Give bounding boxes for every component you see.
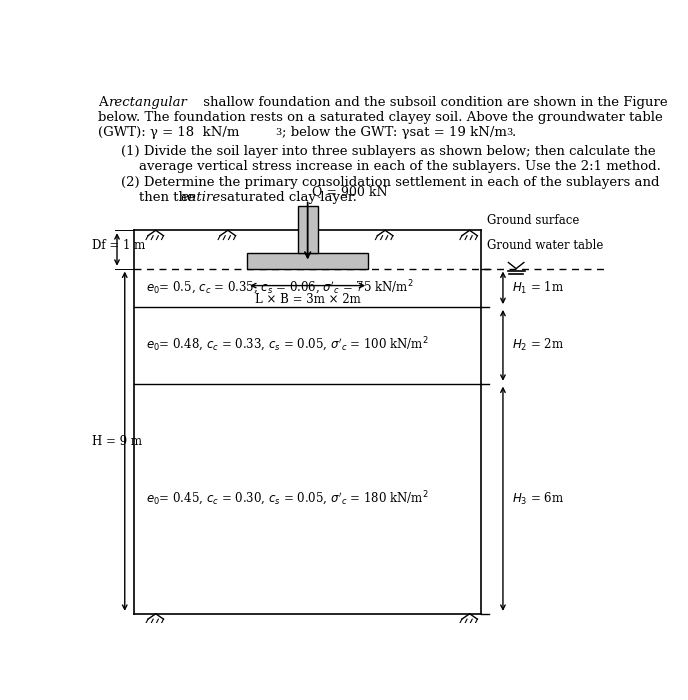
Text: 3: 3	[506, 128, 513, 137]
Text: shallow foundation and the subsoil condition are shown in the Figure: shallow foundation and the subsoil condi…	[199, 96, 668, 108]
Text: Ground water table: Ground water table	[488, 239, 604, 252]
Text: Ground surface: Ground surface	[488, 214, 580, 228]
Text: (2) Determine the primary consolidation settlement in each of the sublayers and: (2) Determine the primary consolidation …	[121, 176, 659, 188]
Text: saturated clay layer.: saturated clay layer.	[216, 191, 357, 204]
Text: $H_1$ = 1m: $H_1$ = 1m	[513, 280, 564, 296]
Text: (1) Divide the soil layer into three sublayers as shown below; then calculate th: (1) Divide the soil layer into three sub…	[121, 145, 656, 158]
Text: $e_0$= 0.45, $c_c$ = 0.30, $c_s$ = 0.05, $\sigma'_c$ = 180 kN/m$^2$: $e_0$= 0.45, $c_c$ = 0.30, $c_s$ = 0.05,…	[146, 490, 428, 507]
Text: $H_2$ = 2m: $H_2$ = 2m	[513, 337, 564, 354]
Text: (GWT): γ = 18  kN/m: (GWT): γ = 18 kN/m	[98, 126, 239, 139]
Text: $H_3$ = 6m: $H_3$ = 6m	[513, 491, 564, 507]
Text: Q = 900 kN: Q = 900 kN	[312, 185, 388, 198]
Text: $e_0$= 0.5, $c_c$ = 0.35, $c_s$ = 0.06, $\sigma'_c$ = 75 kN/m$^2$: $e_0$= 0.5, $c_c$ = 0.35, $c_s$ = 0.06, …	[146, 279, 413, 297]
Text: average vertical stress increase in each of the sublayers. Use the 2:1 method.: average vertical stress increase in each…	[139, 160, 660, 173]
Text: rectangular: rectangular	[108, 96, 186, 108]
Bar	[298, 206, 318, 253]
Text: then the: then the	[139, 191, 199, 204]
Text: $e_0$= 0.48, $c_c$ = 0.33, $c_s$ = 0.05, $\sigma'_c$ = 100 kN/m$^2$: $e_0$= 0.48, $c_c$ = 0.33, $c_s$ = 0.05,…	[146, 336, 428, 354]
Text: below. The foundation rests on a saturated clayey soil. Above the groundwater ta: below. The foundation rests on a saturat…	[98, 111, 663, 124]
Text: .: .	[511, 126, 516, 139]
Text: ; below the GWT: γsat = 19 kN/m: ; below the GWT: γsat = 19 kN/m	[282, 126, 507, 139]
Text: entire: entire	[180, 191, 221, 204]
Bar	[247, 253, 368, 269]
Text: A: A	[98, 96, 111, 108]
Text: L × B = 3m × 2m: L × B = 3m × 2m	[255, 293, 361, 307]
Text: H = 9 m: H = 9 m	[92, 435, 142, 448]
Text: Df = 1 m: Df = 1 m	[92, 239, 145, 252]
Text: 3: 3	[275, 128, 281, 137]
Polygon shape	[508, 262, 524, 269]
